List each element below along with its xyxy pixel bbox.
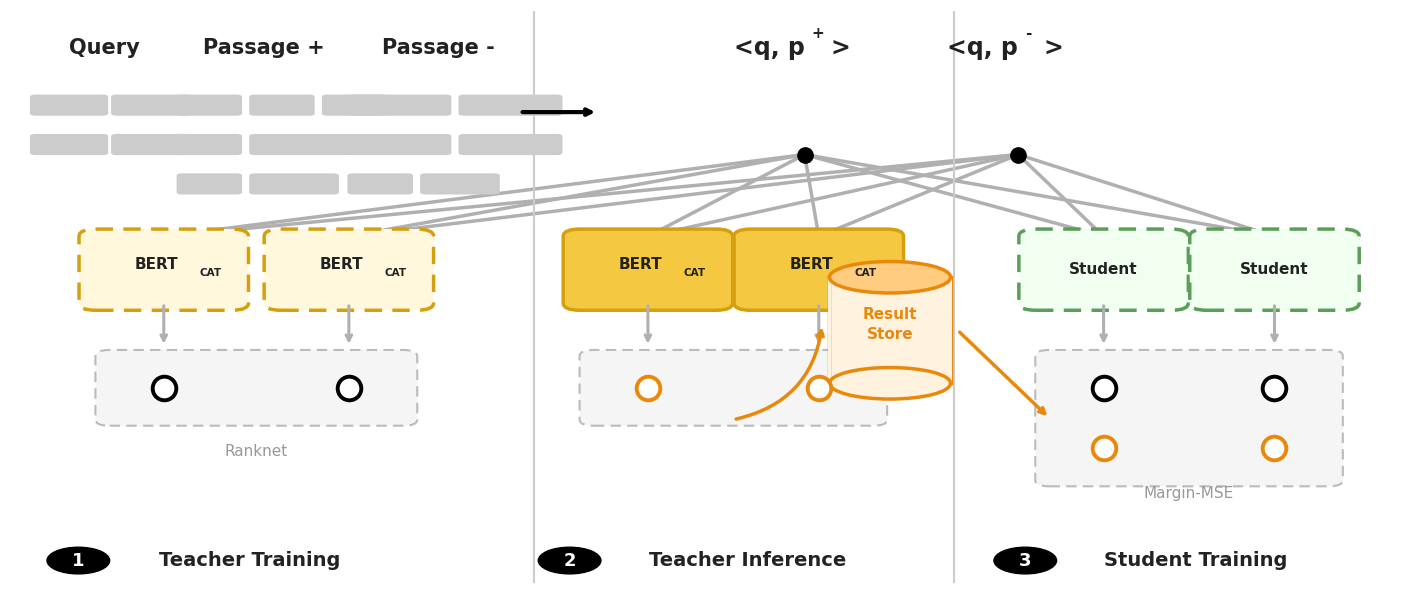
Text: <q, p: <q, p <box>947 36 1018 61</box>
Text: 1: 1 <box>73 551 84 570</box>
Text: Student: Student <box>1240 262 1309 277</box>
Text: Student Training: Student Training <box>1105 551 1287 570</box>
Text: +: + <box>812 26 824 41</box>
FancyBboxPatch shape <box>177 134 242 155</box>
Text: >: > <box>830 36 850 61</box>
FancyBboxPatch shape <box>177 95 242 116</box>
FancyBboxPatch shape <box>80 229 248 310</box>
Text: Teacher Training: Teacher Training <box>158 551 340 570</box>
Text: CAT: CAT <box>199 268 222 278</box>
Bar <box>829 278 951 383</box>
Text: >: > <box>1044 36 1064 61</box>
Text: -: - <box>1025 26 1031 41</box>
FancyBboxPatch shape <box>347 95 451 116</box>
FancyBboxPatch shape <box>1035 350 1343 486</box>
FancyBboxPatch shape <box>1020 229 1188 310</box>
Text: BERT: BERT <box>135 258 178 272</box>
FancyBboxPatch shape <box>111 95 189 116</box>
Text: BERT: BERT <box>790 258 833 272</box>
FancyBboxPatch shape <box>420 173 500 195</box>
Text: CAT: CAT <box>684 268 706 278</box>
FancyBboxPatch shape <box>30 134 108 155</box>
Text: <q, p: <q, p <box>733 36 805 61</box>
Circle shape <box>47 547 110 574</box>
Text: Teacher Inference: Teacher Inference <box>649 551 846 570</box>
FancyBboxPatch shape <box>249 173 339 195</box>
FancyBboxPatch shape <box>249 134 353 155</box>
FancyBboxPatch shape <box>30 95 108 116</box>
FancyBboxPatch shape <box>95 350 417 425</box>
Ellipse shape <box>829 367 951 399</box>
Text: CAT: CAT <box>384 268 407 278</box>
FancyBboxPatch shape <box>322 95 387 116</box>
FancyBboxPatch shape <box>265 229 433 310</box>
Text: Passage +: Passage + <box>202 38 325 59</box>
Text: Margin-MSE: Margin-MSE <box>1143 487 1235 501</box>
Text: Student: Student <box>1069 262 1138 277</box>
Ellipse shape <box>829 262 951 293</box>
FancyBboxPatch shape <box>1189 229 1358 310</box>
FancyBboxPatch shape <box>735 229 903 310</box>
FancyBboxPatch shape <box>580 350 887 425</box>
Circle shape <box>994 547 1057 574</box>
Text: 2: 2 <box>564 551 575 570</box>
Text: Passage -: Passage - <box>382 38 496 59</box>
Bar <box>948 278 951 383</box>
Text: Result
Store: Result Store <box>863 307 917 342</box>
FancyBboxPatch shape <box>111 134 189 155</box>
Circle shape <box>538 547 601 574</box>
FancyBboxPatch shape <box>564 229 732 310</box>
FancyBboxPatch shape <box>459 134 562 155</box>
Text: CAT: CAT <box>854 268 877 278</box>
FancyBboxPatch shape <box>347 134 451 155</box>
Text: BERT: BERT <box>320 258 363 272</box>
Text: 3: 3 <box>1020 551 1031 570</box>
Text: Query: Query <box>68 38 140 59</box>
FancyBboxPatch shape <box>347 173 413 195</box>
Text: BERT: BERT <box>619 258 662 272</box>
Text: Ranknet: Ranknet <box>225 444 288 459</box>
FancyBboxPatch shape <box>459 95 562 116</box>
FancyBboxPatch shape <box>249 95 315 116</box>
FancyBboxPatch shape <box>177 173 242 195</box>
Bar <box>829 278 832 383</box>
